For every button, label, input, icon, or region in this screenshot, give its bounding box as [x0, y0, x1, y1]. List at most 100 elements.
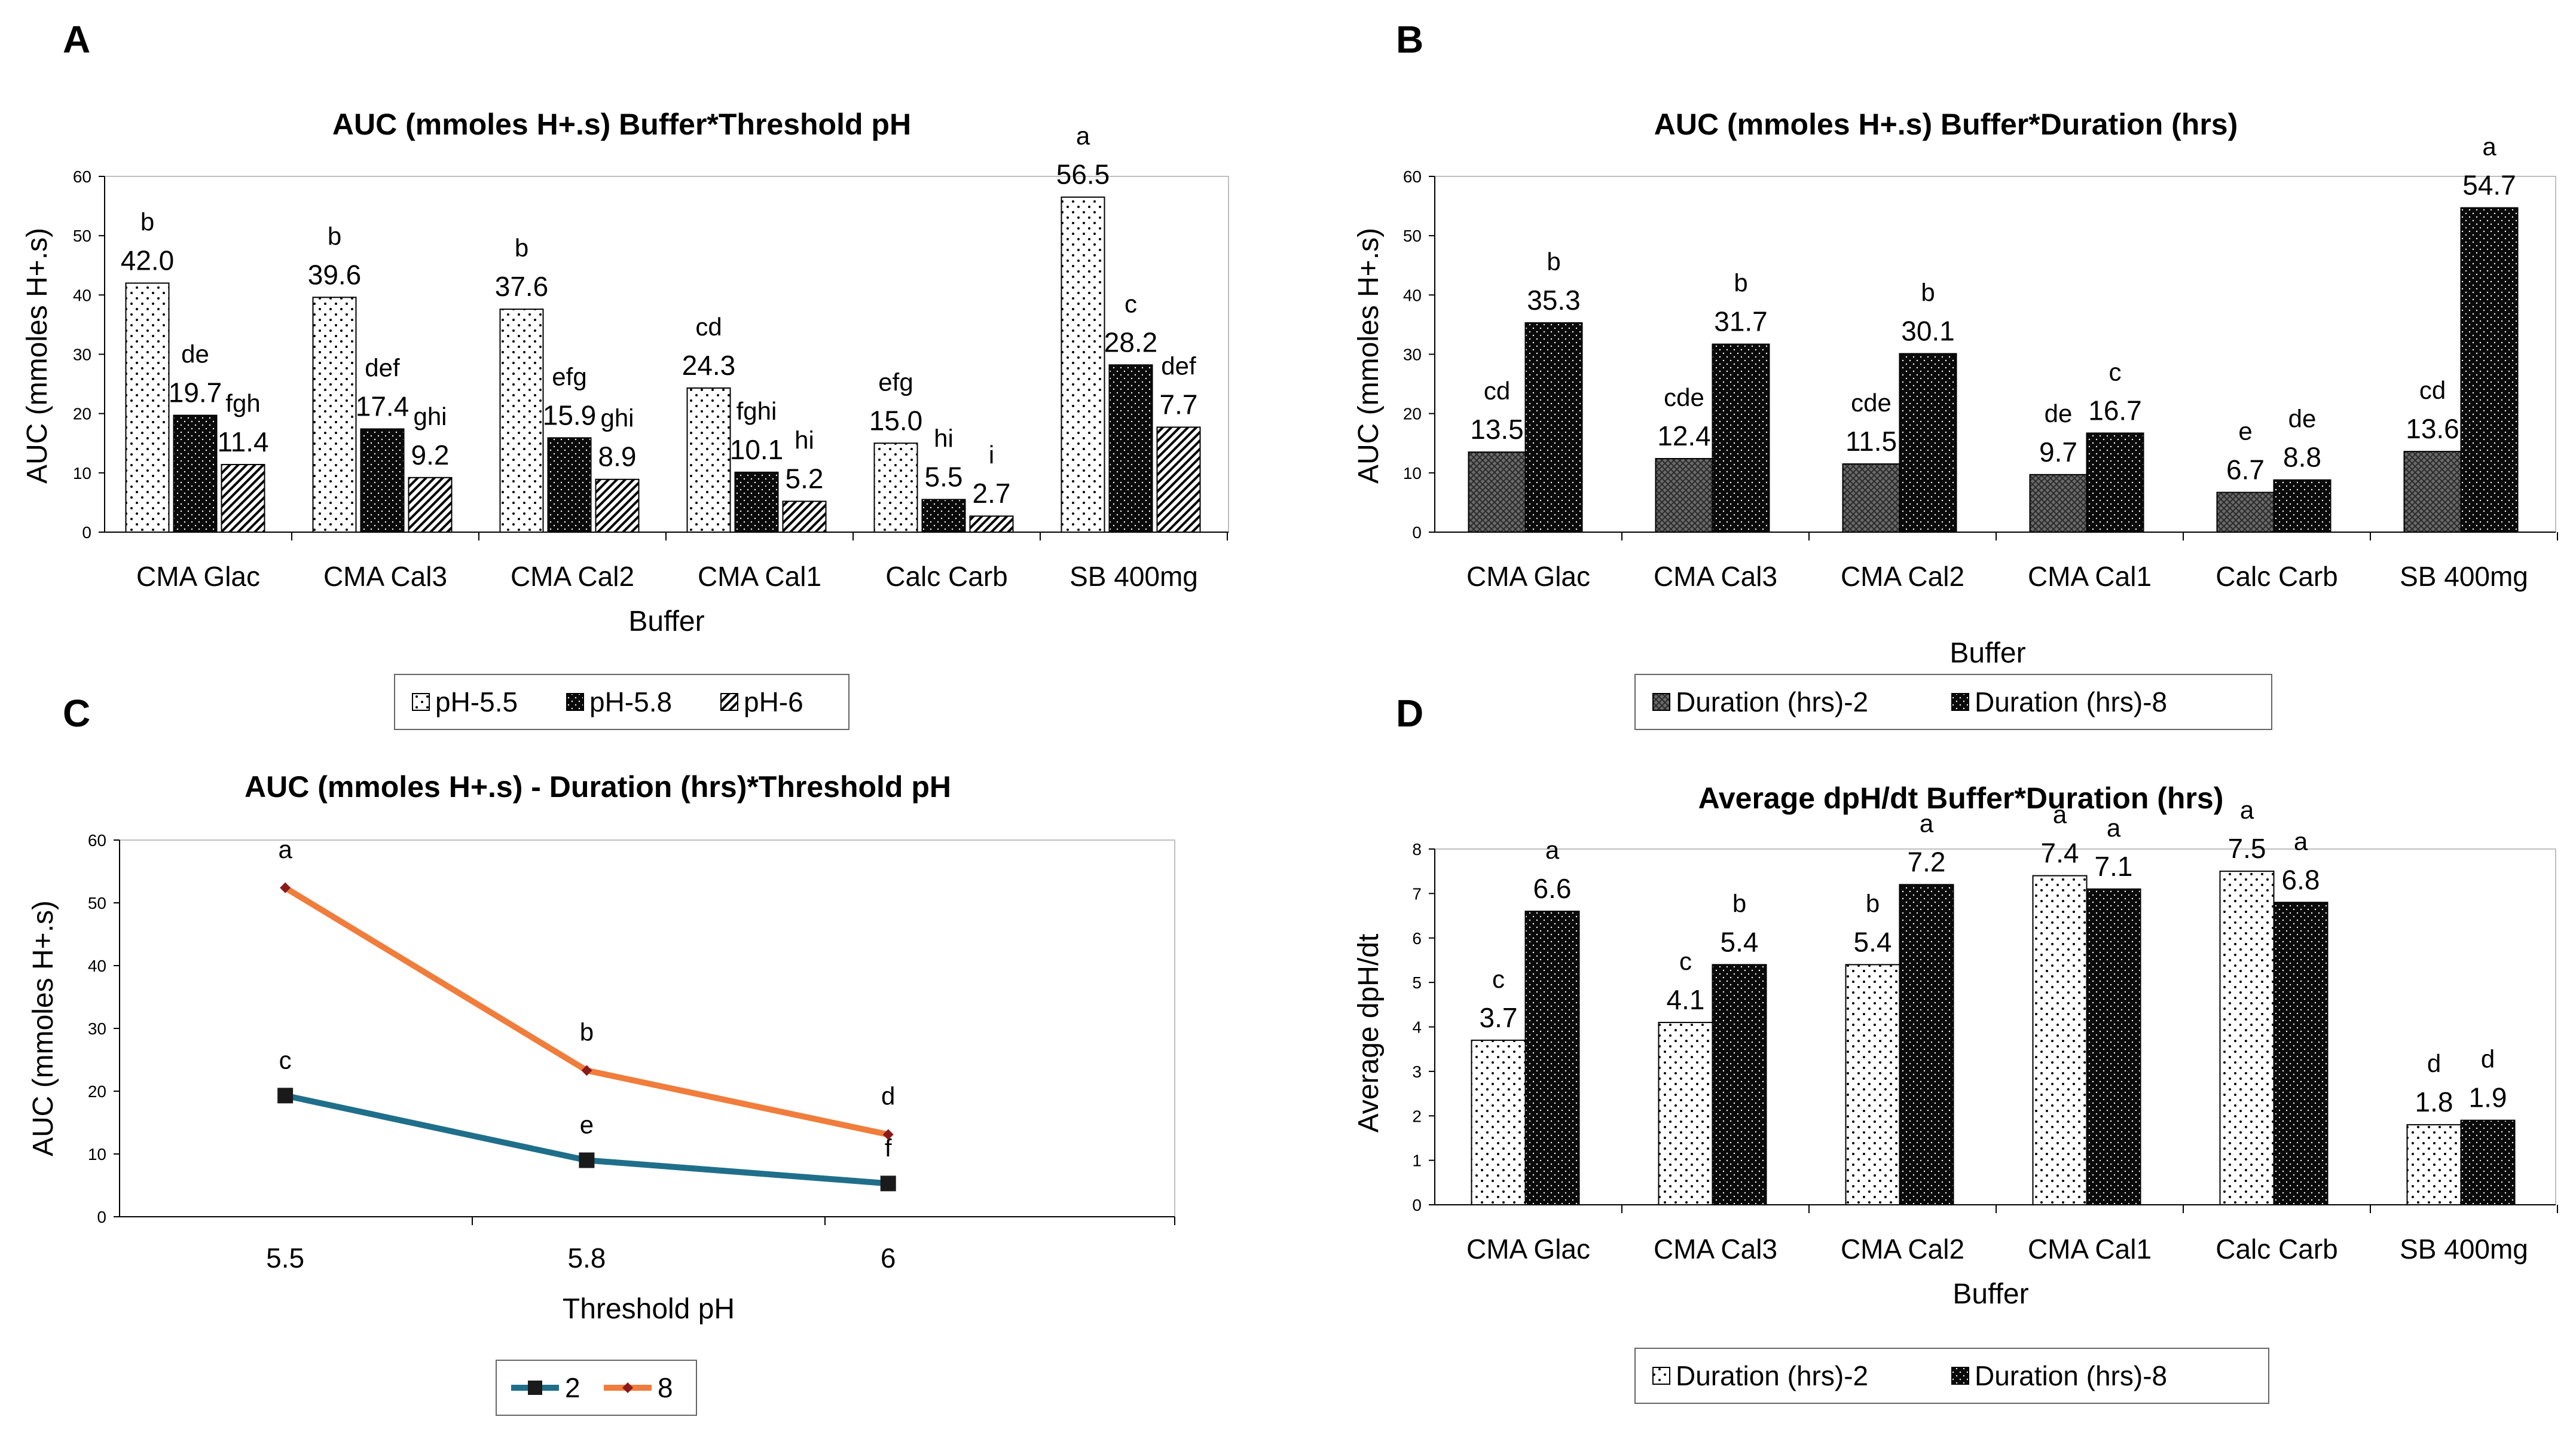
bar-duration-hrs-8-cma-glac: [1524, 322, 1583, 533]
panel-d-bar-chart: Average dpH/dt Buffer*Duration (hrs) Ave…: [1353, 781, 2558, 1404]
data-label: 12.4: [1657, 420, 1711, 451]
data-label: 7.1: [2095, 851, 2133, 882]
data-label: 7.4: [2041, 838, 2079, 869]
bar-ph-5-5-cma-cal1: [686, 387, 731, 533]
bar-ph-6-cma-cal3: [408, 477, 453, 533]
data-point-8: [581, 1065, 592, 1076]
plot-area: [119, 839, 1175, 1217]
significance-label: e: [2238, 417, 2252, 445]
bar-duration-hrs-2-cma-glac: [1471, 1039, 1526, 1205]
legend-label: pH-5.5: [435, 686, 518, 717]
significance-label: b: [1734, 269, 1747, 297]
significance-label: cd: [2419, 376, 2446, 404]
legend: Duration (hrs)-2 Duration (hrs)-8: [1634, 674, 2272, 730]
data-label: 9.7: [2039, 436, 2077, 468]
significance-label: b: [580, 1018, 594, 1046]
significance-label: fghi: [737, 397, 777, 425]
y-tick-label: 3: [1412, 1062, 1422, 1081]
svg-text:B: B: [1396, 18, 1423, 61]
category-label: Calc Carb: [2216, 561, 2338, 592]
y-tick-label: 20: [88, 1082, 106, 1101]
significance-label: def: [365, 353, 400, 381]
significance-label: d: [881, 1082, 895, 1110]
data-label: 10.1: [730, 434, 784, 465]
y-axis-title: Average dpH/dt: [1353, 934, 1385, 1133]
y-tick-label: 60: [73, 167, 91, 186]
bar-duration-hrs-8-cma-glac: [1524, 911, 1580, 1205]
bar-ph-5-8-calc-carb: [921, 499, 966, 533]
data-label: 28.2: [1104, 326, 1158, 358]
bar-duration-hrs-2-cma-cal3: [1658, 1022, 1713, 1205]
legend-swatch: [1951, 1367, 1969, 1385]
legend-marker: [622, 1382, 633, 1393]
bar-duration-hrs-2-sb-400mg: [2403, 451, 2462, 533]
significance-label: b: [515, 234, 528, 262]
significance-label: def: [1161, 352, 1196, 380]
bar-ph-5-5-cma-glac: [125, 282, 170, 533]
data-label: 5.2: [786, 463, 824, 494]
bar-duration-hrs-8-sb-400mg: [2460, 207, 2519, 533]
bar-duration-hrs-2-cma-cal2: [1845, 964, 1900, 1205]
significance-label: a: [278, 835, 292, 863]
data-label: 31.7: [1714, 306, 1768, 337]
chart-title: AUC (mmoles H+.s) Buffer*Threshold pH: [332, 108, 911, 141]
significance-label: a: [1920, 810, 1934, 838]
legend: pH-5.5 pH-5.8 pH-6: [394, 674, 850, 730]
data-label: 4.1: [1667, 984, 1705, 1015]
bar-duration-hrs-2-calc-carb: [2219, 871, 2275, 1205]
data-label: 15.9: [543, 399, 597, 430]
significance-label: de: [2288, 405, 2317, 433]
y-tick-label: 30: [88, 1019, 106, 1038]
data-label: 1.8: [2415, 1086, 2453, 1117]
data-label: 35.3: [1527, 285, 1581, 316]
data-label: 6.6: [1533, 873, 1572, 904]
data-label: 24.3: [682, 350, 736, 381]
category-label: Calc Carb: [885, 561, 1008, 592]
legend-swatch: [566, 693, 584, 711]
legend-swatch: [720, 693, 738, 711]
y-tick-label: 60: [1403, 167, 1422, 186]
data-label: 6.7: [2226, 454, 2265, 486]
y-tick-label: 0: [82, 523, 91, 542]
series-line-8: [283, 885, 889, 1138]
bar-ph-6-cma-glac: [221, 463, 265, 533]
y-tick-label: 20: [73, 405, 91, 423]
y-tick-label: 30: [73, 346, 91, 364]
y-axis-title: AUC (mmoles H+.s): [27, 900, 59, 1156]
bar-ph-6-sb-400mg: [1156, 426, 1201, 533]
y-tick-label: 20: [1403, 405, 1422, 423]
data-label: 7.7: [1160, 389, 1198, 420]
legend-label: Duration (hrs)-2: [1676, 1360, 1868, 1391]
significance-label: c: [1492, 965, 1505, 993]
y-tick-label: 1: [1412, 1152, 1422, 1170]
significance-label: b: [1866, 889, 1880, 917]
data-label: 5.4: [1854, 926, 1892, 957]
legend-swatch: [1951, 693, 1969, 711]
x-axis-title: Buffer: [1952, 1278, 2028, 1310]
x-axis-title: Buffer: [628, 606, 704, 637]
legend-swatch: [412, 693, 430, 711]
y-tick-label: 0: [1412, 523, 1422, 542]
significance-label: b: [1547, 248, 1560, 276]
data-label: 3.7: [1480, 1002, 1518, 1033]
data-label: 5.4: [1721, 926, 1759, 957]
y-tick-label: 0: [1412, 1196, 1422, 1214]
legend-swatch: [1652, 693, 1670, 711]
panel-letter-b: B: [1396, 18, 1423, 61]
data-label: 30.1: [1901, 316, 1955, 347]
significance-label: ghi: [600, 404, 634, 432]
plot-area: [104, 176, 1229, 533]
legend-label: pH-6: [744, 686, 803, 717]
bar-duration-hrs-2-cma-cal2: [1842, 463, 1900, 533]
bar-duration-hrs-2-cma-glac: [1468, 451, 1526, 533]
category-label: SB 400mg: [2400, 561, 2528, 592]
data-label: 11.4: [217, 426, 268, 457]
y-tick-label: 50: [88, 894, 106, 912]
legend-label: 2: [565, 1372, 580, 1403]
significance-label: b: [1732, 889, 1746, 917]
y-tick-label: 7: [1412, 884, 1422, 903]
x-axis-title: Threshold pH: [563, 1293, 735, 1325]
bar-ph-5-8-sb-400mg: [1108, 364, 1153, 533]
